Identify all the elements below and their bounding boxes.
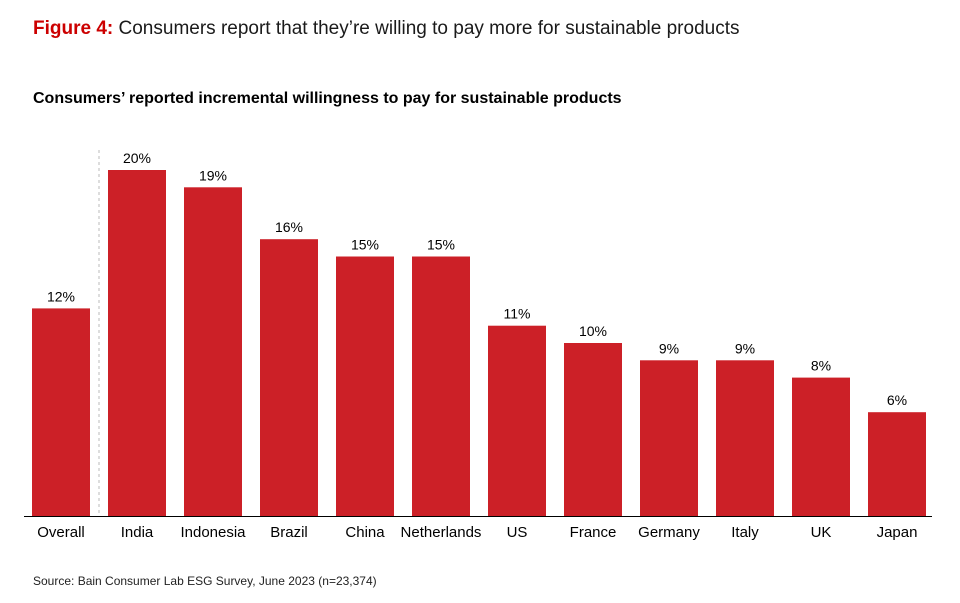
x-tick-label: Brazil	[270, 524, 308, 541]
source-note: Source: Bain Consumer Lab ESG Survey, Ju…	[33, 574, 377, 588]
bar-japan	[868, 412, 926, 516]
data-label: 9%	[735, 340, 755, 356]
data-label: 6%	[887, 392, 907, 408]
data-label: 12%	[47, 288, 75, 304]
x-tick-label: Overall	[37, 524, 85, 541]
x-tick-label: France	[570, 524, 617, 541]
bar-france	[564, 343, 622, 516]
figure-title-text: Consumers report that they’re willing to…	[118, 18, 740, 39]
data-label: 9%	[659, 340, 679, 356]
x-tick-label: Netherlands	[401, 524, 482, 541]
x-tick-label: US	[507, 524, 528, 541]
x-tick-label: Italy	[731, 524, 759, 541]
data-label: 16%	[275, 219, 303, 235]
bar-overall	[32, 308, 90, 516]
bar-us	[488, 325, 546, 516]
x-tick-label: China	[345, 524, 385, 541]
figure-label: Figure 4:	[33, 18, 114, 39]
x-tick-label: Germany	[638, 524, 700, 541]
bar-netherlands	[412, 256, 470, 516]
bar-italy	[716, 360, 774, 516]
bar-uk	[792, 377, 850, 516]
data-label: 10%	[579, 323, 607, 339]
x-tick-label: India	[121, 524, 154, 541]
data-label: 15%	[351, 237, 379, 253]
bar-germany	[640, 360, 698, 516]
bar-china	[336, 256, 394, 516]
data-label: 19%	[199, 167, 227, 183]
x-tick-label: Japan	[877, 524, 918, 541]
bar-india	[108, 170, 166, 516]
bar-indonesia	[184, 187, 242, 517]
data-label: 11%	[504, 306, 531, 322]
figure-title: Figure 4: Consumers report that they’re …	[33, 18, 739, 40]
data-label: 8%	[811, 358, 831, 374]
bar-brazil	[260, 239, 318, 516]
data-label: 15%	[427, 237, 455, 253]
chart-title: Consumers’ reported incremental willingn…	[33, 90, 622, 107]
x-tick-label: UK	[811, 524, 832, 541]
data-label: 20%	[123, 150, 151, 166]
x-tick-label: Indonesia	[180, 524, 246, 541]
